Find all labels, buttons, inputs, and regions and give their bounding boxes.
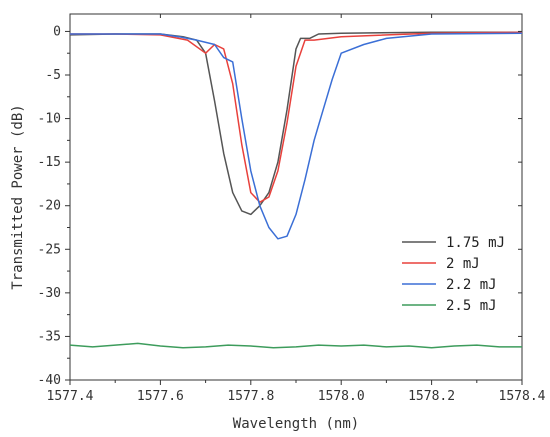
x-tick-label: 1578.2 <box>408 389 455 404</box>
legend: 1.75 mJ 2 mJ 2.2 mJ 2.5 mJ <box>402 235 505 314</box>
y-tick-label: -25 <box>38 242 61 257</box>
x-tick-label: 1578.0 <box>318 389 365 404</box>
y-tick-label: 0 <box>53 24 61 39</box>
x-tick-label: 1577.8 <box>227 389 274 404</box>
y-tick-label: -40 <box>38 373 61 388</box>
series-line <box>70 32 523 240</box>
x-axis-title: Wavelength (nm) <box>233 416 359 432</box>
series-line <box>69 342 522 349</box>
series-line <box>70 31 523 203</box>
y-tick-label: -15 <box>38 155 61 170</box>
legend-label: 2 mJ <box>446 256 480 272</box>
x-tick-label: 1578.4 <box>499 389 546 404</box>
y-tick-label: -5 <box>45 68 61 83</box>
legend-label: 2.2 mJ <box>446 277 497 293</box>
x-tick-label: 1577.4 <box>47 389 94 404</box>
x-tick-label: 1577.6 <box>137 389 184 404</box>
legend-label: 1.75 mJ <box>446 235 505 251</box>
y-tick-label: -20 <box>38 199 61 214</box>
y-axis-title: Transmitted Power (dB) <box>10 104 26 289</box>
y-tick-label: -35 <box>38 329 61 344</box>
x-axis-ticks: 1577.4 1577.6 1577.8 1578.0 1578.2 1578.4 <box>47 14 546 404</box>
series-line <box>69 31 522 216</box>
series-lines <box>69 31 523 349</box>
legend-label: 2.5 mJ <box>446 298 497 314</box>
y-tick-label: -10 <box>38 112 61 127</box>
y-tick-label: -30 <box>38 286 61 301</box>
y-axis-ticks: 0 -5 -10 -15 -20 -25 -30 -35 -40 <box>38 24 522 388</box>
